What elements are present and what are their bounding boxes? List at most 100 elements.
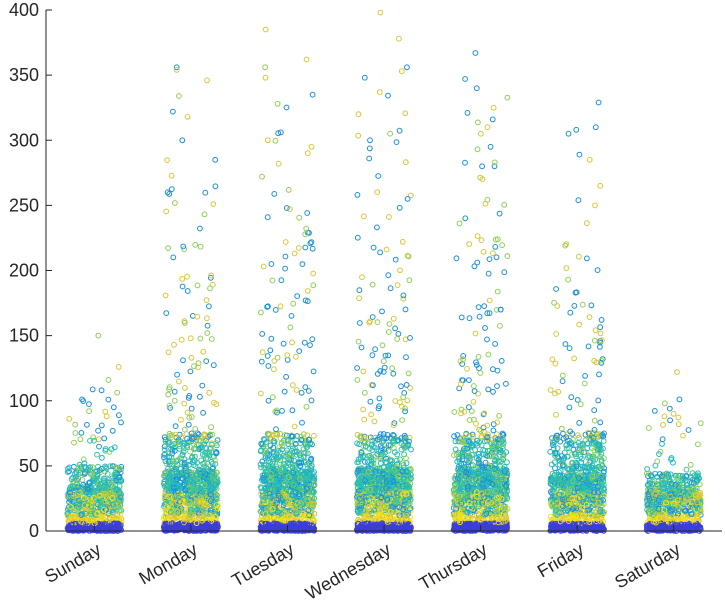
data-point bbox=[374, 189, 381, 196]
data-point bbox=[257, 461, 264, 468]
data-point bbox=[181, 246, 188, 253]
data-point bbox=[172, 200, 178, 206]
data-point bbox=[399, 238, 406, 245]
data-point bbox=[75, 490, 82, 497]
data-point bbox=[214, 492, 220, 499]
data-point bbox=[166, 461, 173, 468]
data-point bbox=[355, 338, 362, 345]
data-point bbox=[185, 395, 192, 401]
data-point bbox=[286, 206, 293, 213]
data-point bbox=[188, 405, 195, 412]
data-point bbox=[299, 261, 306, 268]
data-point bbox=[283, 205, 290, 211]
data-point bbox=[171, 397, 178, 404]
data-point bbox=[390, 370, 397, 377]
data-point bbox=[199, 382, 206, 389]
data-point bbox=[195, 360, 202, 367]
data-point bbox=[356, 295, 363, 302]
data-point bbox=[208, 336, 215, 342]
data-point bbox=[385, 329, 392, 335]
data-point bbox=[200, 461, 207, 467]
data-point bbox=[361, 416, 368, 423]
data-point bbox=[374, 319, 381, 326]
data-point bbox=[180, 357, 186, 364]
data-point bbox=[262, 64, 269, 71]
data-point bbox=[206, 452, 213, 459]
data-point bbox=[399, 417, 406, 424]
data-point bbox=[380, 358, 387, 365]
data-point bbox=[173, 466, 180, 473]
data-point bbox=[209, 465, 216, 472]
data-point bbox=[166, 453, 173, 460]
data-point bbox=[64, 512, 71, 519]
data-point bbox=[207, 507, 214, 514]
data-point bbox=[387, 130, 394, 137]
data-point bbox=[71, 463, 77, 470]
data-point bbox=[177, 520, 184, 527]
data-point bbox=[109, 463, 116, 470]
data-point bbox=[258, 390, 264, 397]
data-point bbox=[182, 385, 188, 391]
data-point bbox=[94, 451, 100, 458]
data-point bbox=[367, 398, 374, 405]
data-point bbox=[212, 183, 219, 190]
data-point bbox=[89, 464, 96, 471]
data-point bbox=[283, 104, 290, 111]
data-point bbox=[479, 163, 486, 170]
data-point bbox=[174, 499, 181, 506]
data-point bbox=[200, 409, 207, 416]
data-point bbox=[113, 464, 120, 471]
data-point bbox=[105, 396, 112, 403]
data-point bbox=[86, 480, 93, 486]
data-point bbox=[259, 331, 266, 337]
data-point bbox=[209, 469, 216, 476]
data-point bbox=[75, 464, 82, 471]
data-point bbox=[116, 412, 122, 419]
data-point bbox=[117, 507, 124, 513]
data-point bbox=[356, 287, 363, 294]
data-point bbox=[187, 507, 194, 513]
data-point bbox=[96, 443, 102, 450]
data-point bbox=[361, 74, 368, 81]
data-point bbox=[207, 511, 214, 518]
data-point bbox=[78, 512, 85, 518]
data-point bbox=[196, 515, 203, 521]
data-point bbox=[181, 441, 188, 447]
data-point bbox=[87, 437, 93, 444]
data-point bbox=[301, 339, 308, 346]
data-point bbox=[288, 313, 295, 319]
data-point bbox=[200, 348, 207, 355]
data-point bbox=[278, 277, 285, 284]
data-point bbox=[310, 368, 317, 375]
data-point bbox=[367, 137, 373, 144]
data-point bbox=[303, 56, 310, 63]
data-point bbox=[170, 445, 177, 451]
data-point bbox=[188, 501, 195, 508]
data-point bbox=[186, 515, 193, 521]
data-point bbox=[169, 450, 176, 457]
data-point bbox=[192, 241, 199, 248]
data-point bbox=[369, 314, 376, 320]
data-point bbox=[309, 245, 316, 252]
data-point bbox=[174, 472, 181, 479]
data-point bbox=[170, 458, 177, 464]
data-point bbox=[109, 495, 116, 501]
data-point bbox=[174, 476, 180, 483]
data-point bbox=[184, 409, 191, 416]
data-point bbox=[78, 518, 84, 525]
data-point bbox=[369, 352, 376, 359]
data-point bbox=[194, 484, 200, 491]
data-point bbox=[99, 514, 105, 521]
data-point bbox=[213, 477, 219, 484]
data-point bbox=[168, 172, 175, 179]
data-point bbox=[209, 515, 216, 521]
data-point bbox=[389, 365, 396, 372]
data-point bbox=[84, 485, 91, 492]
data-point bbox=[173, 468, 180, 475]
data-point bbox=[281, 388, 288, 395]
data-point bbox=[115, 526, 122, 533]
data-point bbox=[183, 472, 189, 478]
data-point bbox=[308, 397, 315, 404]
data-point bbox=[173, 458, 180, 465]
data-point bbox=[187, 335, 194, 342]
